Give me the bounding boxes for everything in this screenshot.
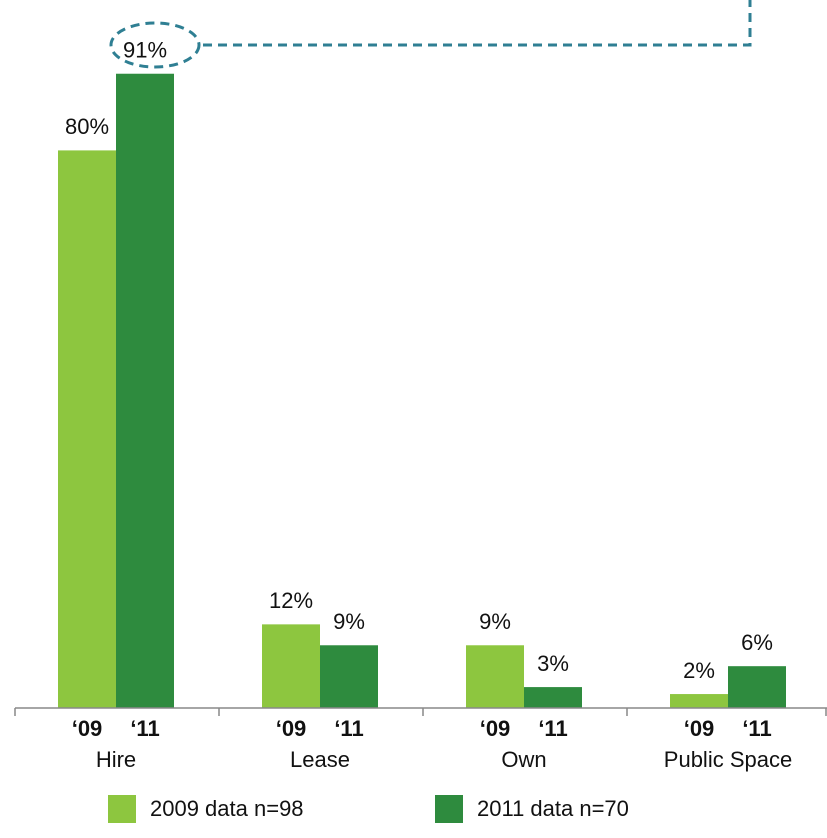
x-tick-label: Public Space: [664, 747, 792, 772]
bar: [728, 666, 786, 708]
legend-label: 2011 data n=70: [477, 796, 629, 821]
bar: [466, 645, 524, 708]
value-label: 2%: [683, 658, 715, 683]
x-tick-label: Hire: [96, 747, 136, 772]
legend-swatch: [435, 795, 463, 823]
series-sub-label: ‘09: [684, 716, 715, 741]
annotation-circle: [109, 21, 201, 69]
value-label: 9%: [479, 609, 511, 634]
bar: [524, 687, 582, 708]
bar: [58, 150, 116, 708]
value-label: 6%: [741, 630, 773, 655]
series-sub-label: ‘09: [276, 716, 307, 741]
bar: [116, 73, 174, 709]
series-sub-label: ‘11: [130, 716, 159, 741]
series-sub-label: ‘09: [72, 716, 103, 741]
series-sub-label: ‘11: [742, 716, 771, 741]
x-tick-label: Own: [501, 747, 546, 772]
value-label: 80%: [65, 114, 109, 139]
series-sub-label: ‘09: [480, 716, 511, 741]
bar: [670, 694, 728, 708]
bar: [262, 624, 320, 708]
annotation-line: [203, 0, 752, 47]
value-label: 12%: [269, 588, 313, 613]
x-tick-label: Lease: [290, 747, 350, 772]
series-sub-label: ‘11: [538, 716, 567, 741]
value-label: 91%: [123, 38, 167, 63]
value-label: 3%: [537, 651, 569, 676]
bar: [320, 645, 378, 708]
series-sub-label: ‘11: [334, 716, 363, 741]
legend-label: 2009 data n=98: [150, 796, 304, 821]
value-label: 9%: [333, 609, 365, 634]
legend-swatch: [108, 795, 136, 823]
